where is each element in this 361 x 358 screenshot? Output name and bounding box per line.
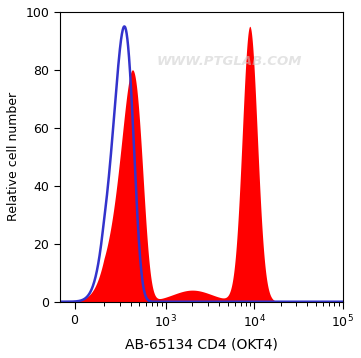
- Y-axis label: Relative cell number: Relative cell number: [7, 92, 20, 221]
- Text: WWW.PTGLAB.COM: WWW.PTGLAB.COM: [157, 55, 302, 68]
- X-axis label: AB-65134 CD4 (OKT4): AB-65134 CD4 (OKT4): [125, 337, 278, 351]
